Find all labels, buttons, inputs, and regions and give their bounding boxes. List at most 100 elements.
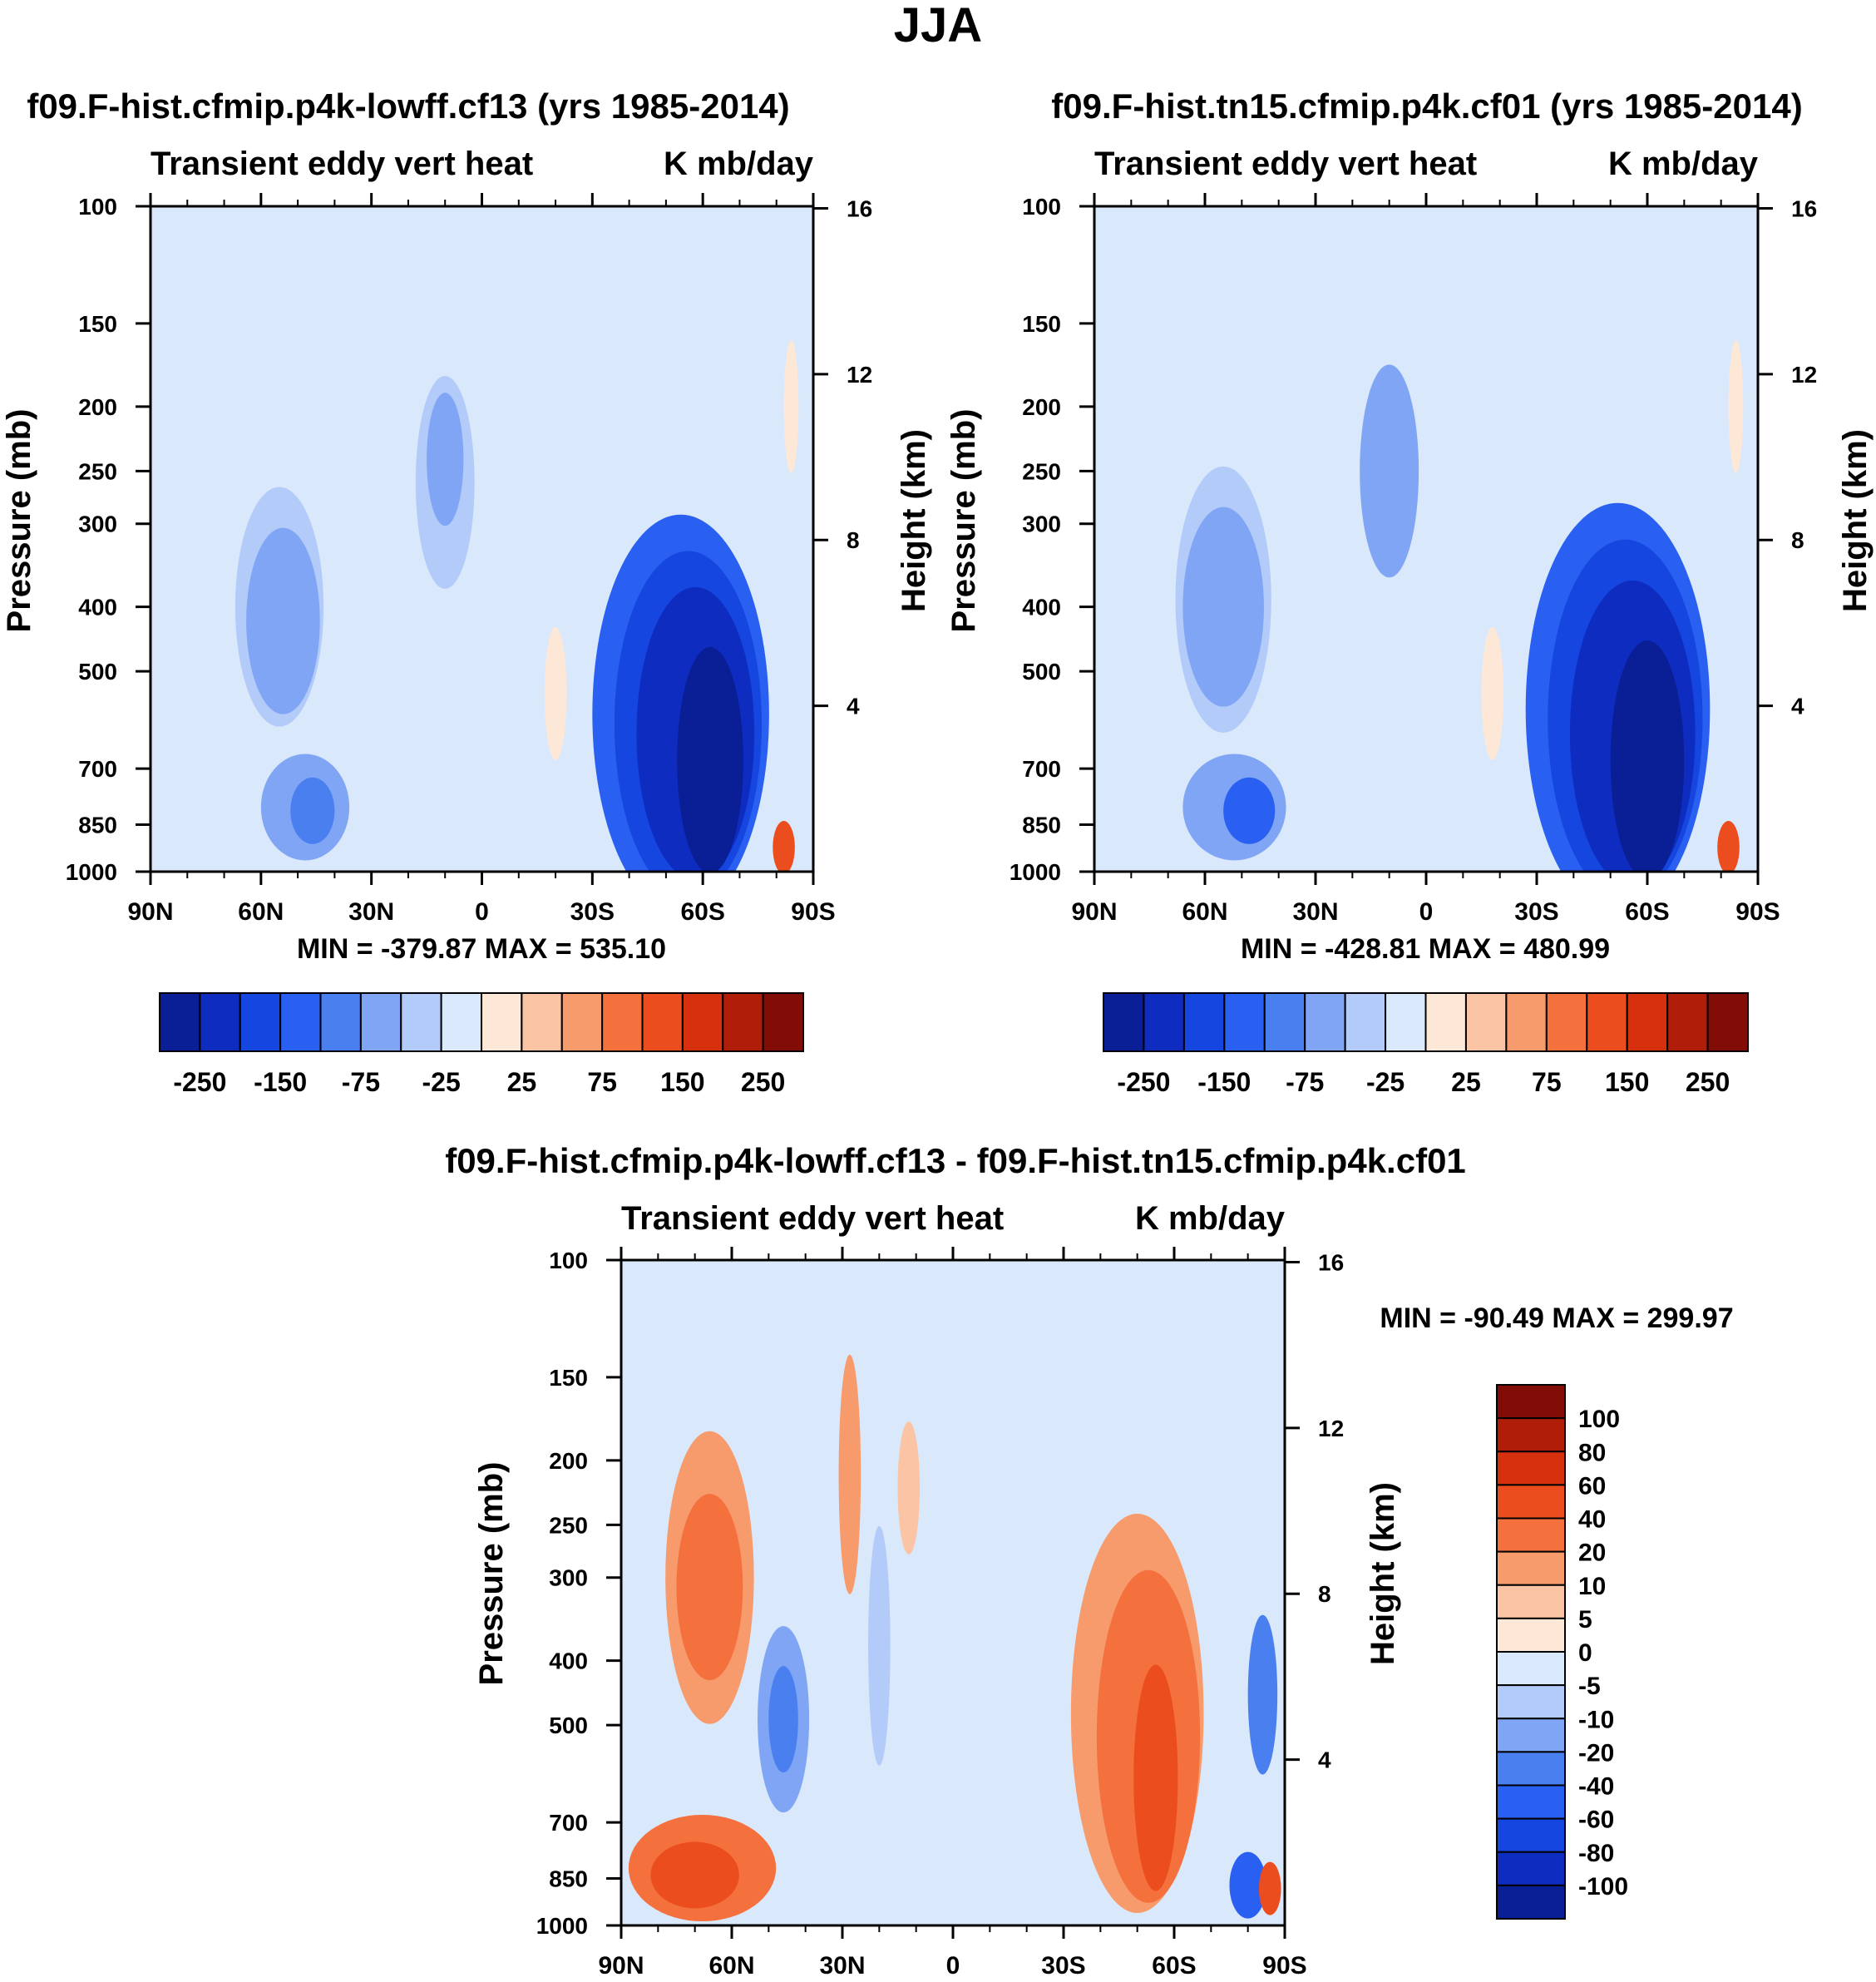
colorbar-label: 60 [1578, 1472, 1606, 1500]
contour-region-4 [290, 777, 335, 844]
colorbar-swatch [1496, 1384, 1566, 1420]
colorbar-swatch [199, 992, 241, 1052]
panel-2-min-max: MIN = -428.81 MAX = 480.99 [1241, 933, 1610, 965]
colorbar-swatch [1505, 992, 1548, 1052]
y-tick-label: 500 [549, 1713, 588, 1738]
panel-3-plot: 90N 60N 30N 0 30S 60S 90S 100 150 200 250 300 400 500… [536, 1247, 1344, 1980]
colorbar-swatch [762, 992, 804, 1052]
colorbar-swatch [1496, 1784, 1566, 1820]
colorbar-swatch [1496, 1751, 1566, 1787]
x-tick-label: 60N [238, 898, 284, 926]
contour-region-2 [246, 527, 320, 714]
contour-region-3 [650, 1841, 739, 1909]
y-tick-label: 100 [549, 1248, 588, 1273]
y-tick-label-right: 8 [847, 527, 860, 553]
y-tick-label-right: 4 [1318, 1747, 1331, 1773]
colorbar-swatch [1496, 1484, 1566, 1520]
colorbar-swatch [400, 992, 442, 1052]
colorbar-swatch [359, 992, 402, 1052]
colorbar-label: 40 [1578, 1506, 1606, 1534]
contour-region-7 [897, 1421, 921, 1554]
colorbar-swatch [722, 992, 764, 1052]
y-tick-label: 150 [1022, 311, 1061, 337]
panel-3-subtitle-right: K mb/day [1135, 1200, 1286, 1237]
panel-1-y-axis-label-right: Height (km) [896, 429, 932, 612]
contour-region-14 [1258, 1861, 1281, 1915]
panel-3-subtitle-left: Transient eddy vert heat [621, 1200, 1004, 1237]
colorbar-swatch [319, 992, 362, 1052]
panel-1-plot: 90N 60N 30N 0 30S 60S 90S 100 150 200 250 300 400 500… [66, 193, 872, 926]
y-tick-label-right: 12 [847, 362, 872, 388]
colorbar-swatch [1496, 1718, 1566, 1753]
colorbar-label: -75 [342, 1067, 380, 1097]
y-tick-label-right: 12 [1791, 362, 1817, 388]
colorbar-swatch [1496, 1851, 1566, 1886]
colorbar-label: 250 [1686, 1067, 1730, 1097]
y-tick-label: 700 [78, 756, 117, 782]
panel-3-colorbar: 100 80 60 40 20 10 5 0 -5 -10 -20 -40 -60 -80 -100 [1496, 1384, 1628, 1920]
colorbar-swatch [1496, 1417, 1566, 1453]
x-tick-label: 90S [1735, 898, 1780, 926]
colorbar-swatch [1496, 1550, 1566, 1586]
x-tick-label: 90N [127, 898, 173, 926]
x-tick-label: 60N [1182, 898, 1227, 926]
y-tick-label: 300 [549, 1565, 588, 1591]
colorbar-swatch [1496, 1884, 1566, 1920]
colorbar-swatch [1182, 992, 1226, 1052]
colorbar-swatch [1385, 992, 1427, 1052]
y-tick-label: 100 [78, 194, 117, 220]
y-tick-label: 100 [1022, 194, 1061, 220]
y-tick-label-right: 8 [1791, 527, 1804, 553]
colorbar-label: -25 [422, 1067, 461, 1097]
colorbar-label: -150 [254, 1067, 307, 1097]
y-tick-label: 150 [549, 1365, 588, 1391]
x-tick-label: 0 [1419, 898, 1434, 926]
contour-region-6 [838, 1354, 861, 1594]
y-tick-label: 1000 [1010, 859, 1061, 885]
contour-region-13 [1229, 1851, 1266, 1919]
colorbar-swatch [1103, 992, 1145, 1052]
x-tick-label: 30S [1514, 898, 1558, 926]
colorbar-swatch [681, 992, 724, 1052]
contour-region-12 [544, 626, 567, 760]
contour-region-0 [1289, 206, 1356, 463]
y-tick-label: 200 [78, 394, 117, 420]
panel-2-subtitle-right: K mb/day [1608, 146, 1759, 182]
x-tick-label: 0 [946, 1952, 960, 1980]
contour-region-2 [1182, 507, 1264, 707]
contour-region-0 [342, 206, 402, 461]
colorbar-label: -100 [1578, 1873, 1628, 1900]
colorbar-swatch [1496, 1684, 1566, 1720]
y-tick-label: 200 [549, 1448, 588, 1474]
panel-1-colorbar: -250 -150 -75 -25 25 75 150 250 [159, 992, 804, 1097]
y-tick-label: 1000 [66, 859, 117, 885]
y-tick-label-right: 12 [1318, 1416, 1344, 1441]
colorbar-label: 10 [1578, 1573, 1606, 1600]
colorbar-swatch [1626, 992, 1669, 1052]
contour-region-12 [1481, 626, 1504, 760]
panel-2-subtitle-left: Transient eddy vert heat [1094, 146, 1477, 182]
colorbar-label: 20 [1578, 1540, 1606, 1567]
contour-region-11 [1717, 821, 1740, 872]
colorbar-swatch [521, 992, 563, 1052]
y-tick-label: 250 [78, 458, 117, 484]
colorbar-label: -5 [1578, 1673, 1601, 1700]
colorbar-swatch [1586, 992, 1628, 1052]
panel-3-min-max: MIN = -90.49 MAX = 299.97 [1380, 1302, 1733, 1334]
colorbar-swatch [601, 992, 644, 1052]
colorbar-label: -250 [173, 1067, 226, 1097]
y-tick-label: 700 [549, 1810, 588, 1836]
contour-fills [628, 1354, 1281, 1922]
panel-1-y-axis-label: Pressure (mb) [1, 409, 37, 633]
panel-2-y-axis-label: Pressure (mb) [945, 409, 982, 633]
x-tick-label: 30S [1041, 1952, 1085, 1980]
y-tick-label: 850 [549, 1866, 588, 1892]
contour-region-8 [868, 1525, 891, 1766]
contour-region-4 [1223, 777, 1276, 844]
panel-2-plot: 90N 60N 30N 0 30S 60S 90S 100 150 200 250 300 400 500… [1010, 193, 1817, 926]
colorbar-label: 25 [1451, 1067, 1481, 1097]
y-tick-label-right: 16 [1791, 195, 1817, 221]
panel-2-colorbar: -250 -150 -75 -25 25 75 150 250 [1103, 992, 1749, 1097]
y-tick-label: 150 [78, 311, 117, 337]
panel-1-subtitle-left: Transient eddy vert heat [151, 146, 533, 182]
